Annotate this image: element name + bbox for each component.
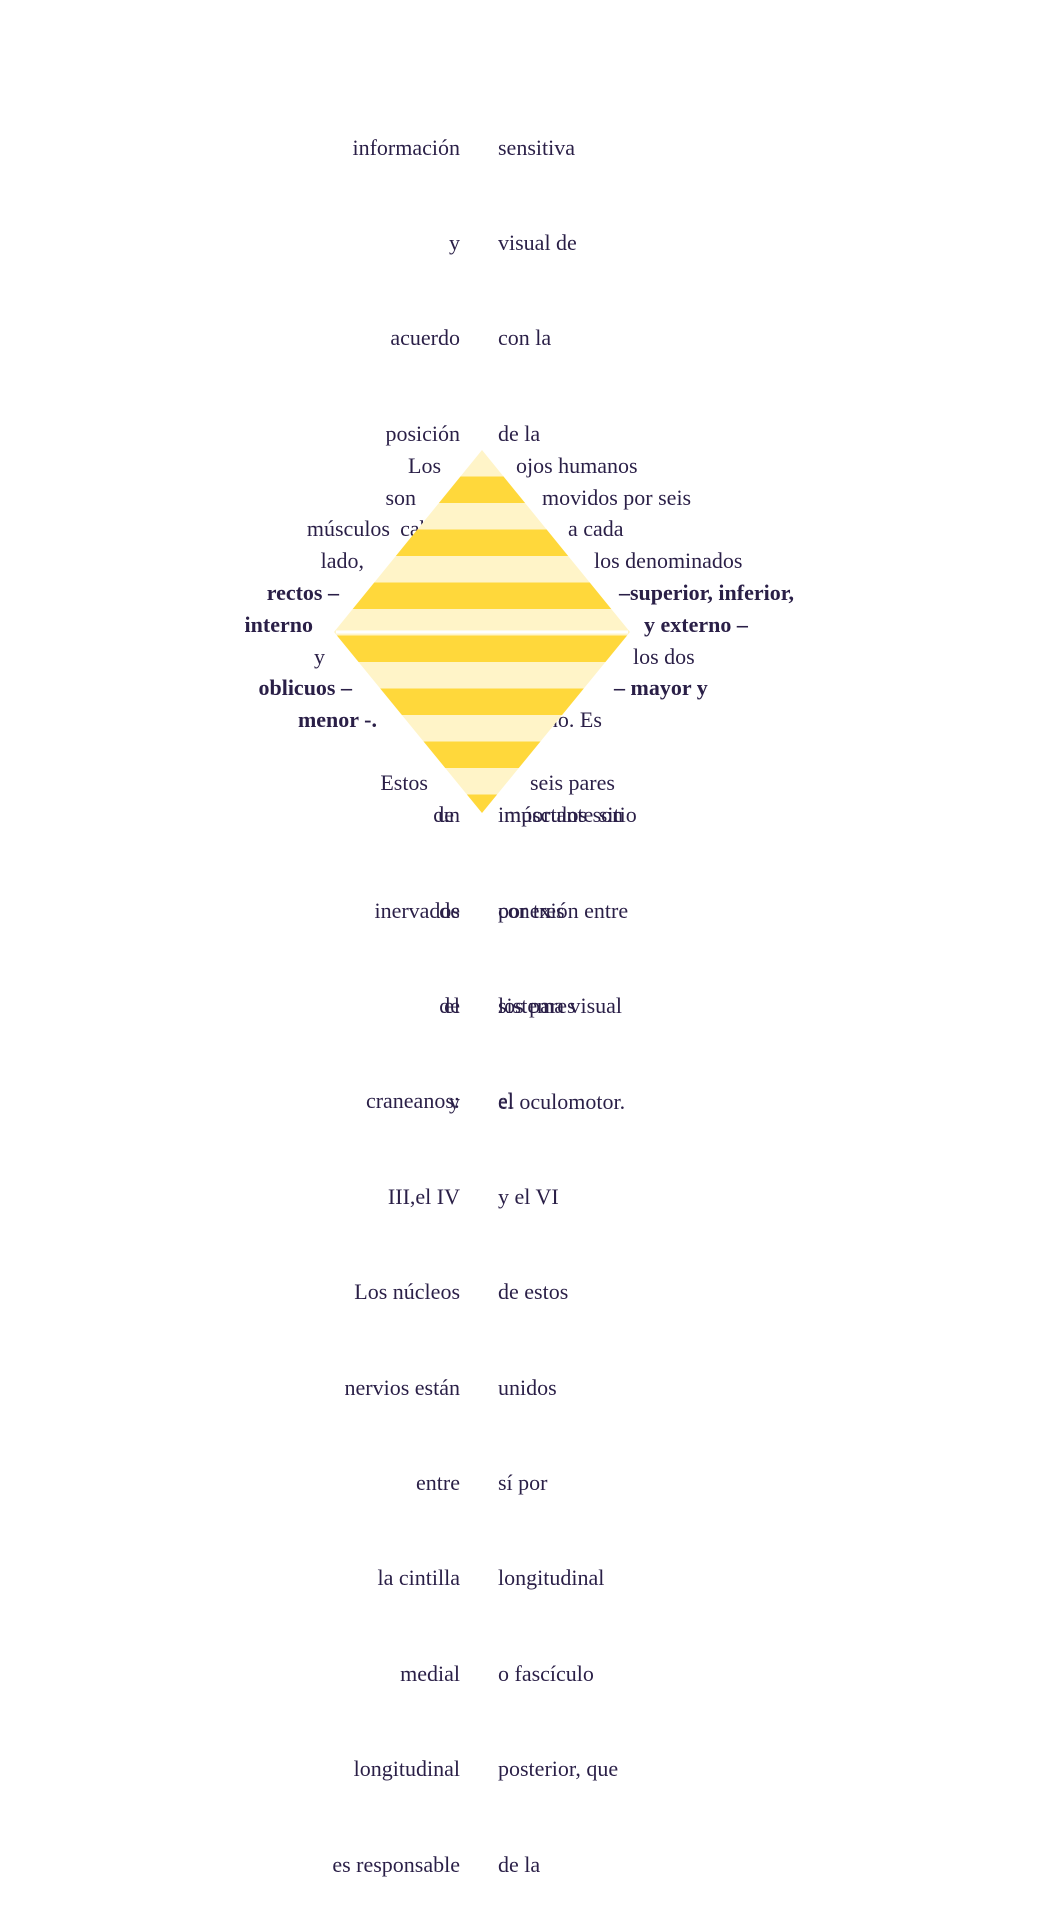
text-line: Los núcleos [354,1279,460,1305]
text-line: información [352,134,460,160]
diamond-stripe [438,476,526,503]
text-line: de estos [498,1279,569,1305]
middle-right-line: los dos [633,644,695,669]
middle-left-line: menor -. [297,707,377,732]
text-line: y el VI [498,1183,559,1209]
text-line: longitudinal [498,1565,605,1591]
text-line: conexión entre [498,897,629,923]
diamond-stripe [460,450,504,477]
lower-left-line: de [433,802,454,827]
text-line: de [439,992,460,1018]
text-line: por tres [498,897,565,923]
text-line: el oculomotor. [498,1088,626,1114]
middle-right-line: ojos humanos [516,453,638,478]
middle-right-line: y externo – [644,612,748,637]
middle-left-line: músculos [306,516,390,541]
diamond-stripe [352,582,612,609]
middle-left-line: oblicuos – [258,675,352,700]
text-line: visual de [498,229,577,255]
middle-left-line: rectos – [266,580,339,605]
text-line: un [438,802,460,828]
middle-right-line: – mayor y [614,675,708,700]
diamond-stripe [466,794,498,813]
diamond-stripe [374,556,590,583]
text-line: entre [416,1469,460,1495]
striped-diamond-graphic [334,450,630,813]
text-line: unidos [498,1374,557,1400]
diamond-stripe [401,715,563,742]
text-line: posición [385,420,460,446]
text-line: el [444,993,460,1019]
text-line: importante sitio [498,802,637,828]
diamond-stripe [380,688,584,715]
text-line: III,el IV [387,1183,460,1209]
text-line: medial [400,1660,460,1686]
text-line: es responsable [332,1851,460,1877]
diamond-stripe [417,503,547,530]
text-line: nervios están [344,1374,460,1400]
text-line: sistema visual [498,993,623,1019]
middle-left-line: Los [408,453,441,478]
text-line: de la [498,1851,541,1877]
text-line: longitudinal [353,1756,460,1782]
text-line: craneanos: [365,1088,460,1114]
lower-right-line: seis pares [530,770,615,795]
text-line: y [449,229,460,255]
middle-right-line: a cada [568,516,624,541]
diamond-stripe [334,609,630,636]
diamond-stripe [423,741,541,768]
text-line: sí por [498,1469,548,1495]
text-line: de la [498,420,541,446]
middle-right-line: los denominados [594,548,743,573]
diamond-stripe [395,529,569,556]
middle-right-line: –superior, inferior, [619,580,794,605]
text-line: o fascículo [498,1660,594,1686]
text-line: inervados [374,897,460,923]
diamond-stripe [445,768,519,795]
text-line: de [439,897,460,923]
text-line: acuerdo [390,325,460,351]
text-line: y [449,1088,460,1114]
text-line: la cintilla [377,1565,460,1591]
middle-left-line: interno [244,612,313,637]
text-line: posterior, que [498,1756,619,1782]
middle-right-line: movidos por seis [542,485,692,510]
diamond-stripe [336,635,628,662]
diamond-stripe [358,662,606,689]
text-line: los pares [498,992,576,1018]
lower-right-column: por tres los pares el y el VI de estos u… [498,831,618,1912]
middle-left-line: lado, [320,548,364,573]
text-line: el [498,1088,514,1114]
lower-left-line: Estos [380,770,428,795]
middle-left-line: son [385,485,416,510]
text-line: con la [498,325,552,351]
text-line: sensitiva [498,134,575,160]
middle-left-line: y [314,644,325,669]
lower-right-line: músculos son [504,802,624,827]
lower-left-column: inervados de craneanos: III,el IV Los nú… [332,831,460,1912]
